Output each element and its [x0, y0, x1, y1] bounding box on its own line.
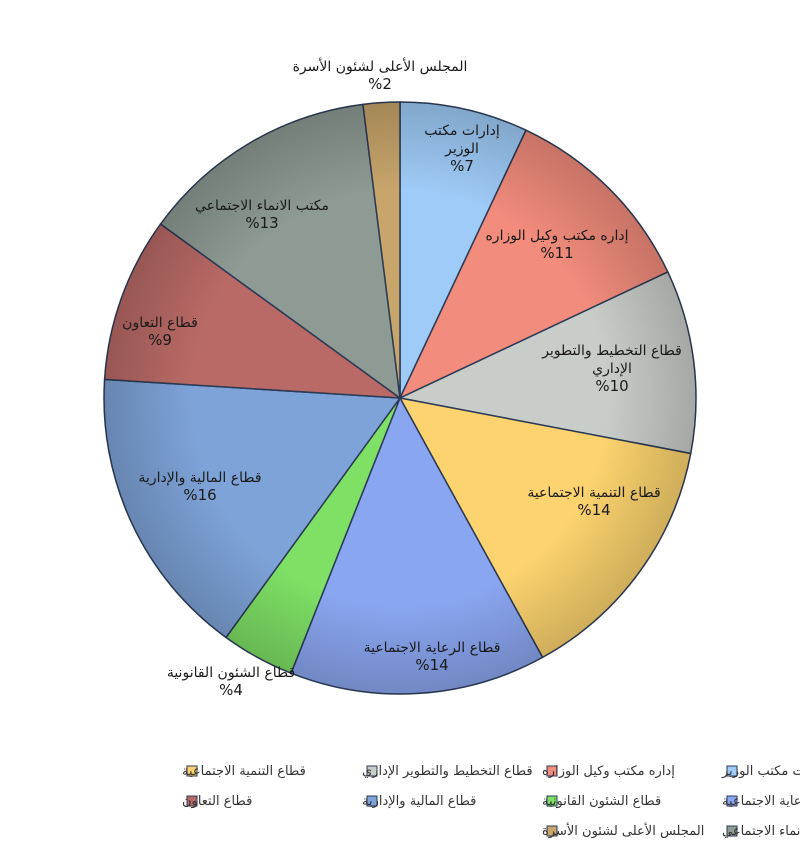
slice-label: قطاع الرعاية الاجتماعية [364, 640, 501, 656]
slice-value: %14 [415, 656, 448, 674]
legend-swatch [726, 765, 738, 777]
legend-label: إدارات مكتب الوزير [721, 764, 800, 779]
slice-label: المجلس الأعلى لشئون الأسرة [293, 57, 468, 75]
legend-swatch [366, 765, 378, 777]
slice-label: قطاع الشئون القانونية [167, 665, 295, 681]
slice-value: %16 [183, 486, 216, 504]
legend-swatch [546, 765, 558, 777]
slice-value: %10 [595, 377, 628, 395]
slice-label: مكتب الانماء الاجتماعي [195, 198, 329, 214]
slice-value: %4 [219, 681, 243, 699]
legend-swatch [186, 765, 198, 777]
legend-swatch [366, 795, 378, 807]
legend-swatch [186, 795, 198, 807]
slice-value: %9 [148, 331, 172, 349]
slice-label: قطاع التخطيط والتطوير [541, 343, 682, 359]
legend-label: قطاع الشئون القانونية [542, 794, 661, 809]
slice-value: %13 [245, 214, 278, 232]
legend-label: إداره مكتب وكيل الوزاره [542, 764, 675, 779]
legend-label: قطاع المالية والإدارية [362, 794, 476, 809]
legend-swatch [726, 825, 738, 837]
legend-swatch [546, 795, 558, 807]
slice-label: قطاع المالية والإدارية [138, 470, 261, 486]
slice-value: %7 [450, 157, 474, 175]
legend-label: قطاع الرعاية الاجتماعية [722, 794, 800, 809]
legend-label: مكتب الانماء الاجتماعي [722, 824, 800, 839]
legend-label: قطاع التعاون [182, 794, 252, 809]
slice-label: الإداري [592, 361, 632, 377]
slice-value: %11 [540, 244, 573, 262]
legend-swatch [546, 825, 558, 837]
slice-value: %2 [368, 75, 392, 93]
slice-label: قطاع التعاون [122, 315, 198, 331]
slice-label: الوزير [444, 141, 479, 157]
slice-label: إداره مكتب وكيل الوزاره [485, 228, 628, 244]
pie-slices [103, 101, 697, 695]
slice-label: إدارات مكتب [424, 123, 500, 139]
pie-labels: إدارات مكتب الوزير%7 إداره مكتب وكيل الوزا… [122, 57, 682, 699]
legend-label: قطاع التنمية الاجتماعية [182, 764, 306, 779]
legend-label: المجلس الأعلى لشئون الأسرة [542, 822, 704, 839]
legend: إدارات مكتب الوزير إداره مكتب وكيل الوزار… [182, 764, 800, 839]
legend-swatch [726, 795, 738, 807]
slice-value: %14 [577, 501, 610, 519]
legend-label: قطاع التخطيط والتطوير الإداري [362, 764, 533, 779]
slice-label: قطاع التنمية الاجتماعية [527, 485, 660, 501]
